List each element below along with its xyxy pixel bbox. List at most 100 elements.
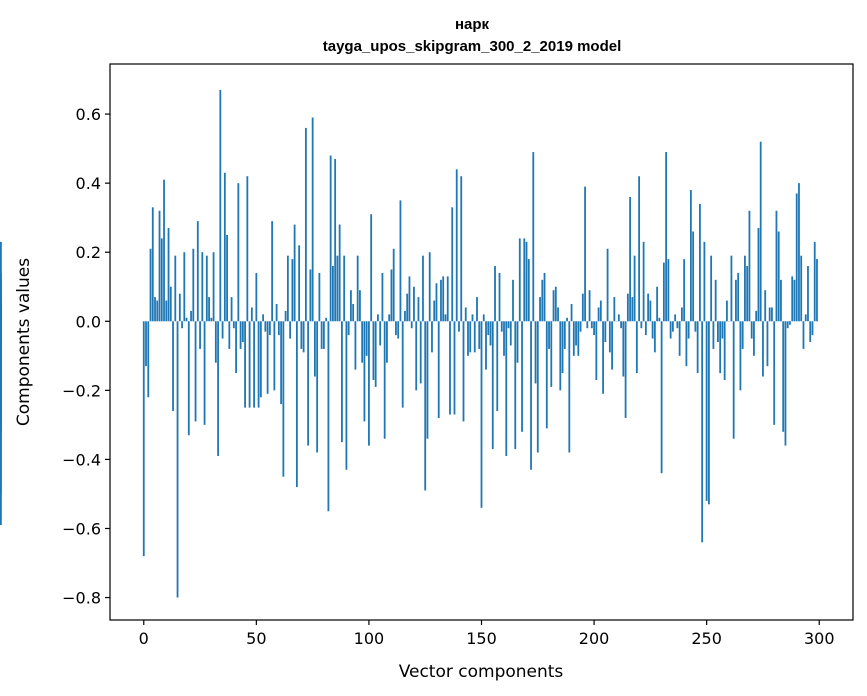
bar xyxy=(629,196,631,322)
bar xyxy=(327,321,330,512)
y-axis-label: Components values xyxy=(14,258,34,426)
bar xyxy=(692,231,695,322)
bar xyxy=(255,272,258,322)
bar xyxy=(426,321,429,439)
bar xyxy=(665,152,668,322)
bar xyxy=(322,321,325,349)
bar xyxy=(566,317,568,322)
bar xyxy=(730,255,733,322)
bar xyxy=(0,272,2,322)
bar xyxy=(757,228,760,322)
bar xyxy=(386,321,388,363)
bar xyxy=(352,304,355,322)
bar xyxy=(235,321,237,374)
x-axis-ticks: 0 50 100 150 200 250 300 xyxy=(139,620,835,648)
bar xyxy=(642,241,645,322)
bar xyxy=(368,321,370,446)
bar xyxy=(784,321,787,446)
bar xyxy=(509,321,512,346)
bar xyxy=(804,314,807,322)
bar xyxy=(431,321,433,353)
bar xyxy=(160,238,163,322)
bar xyxy=(478,321,481,349)
y-tick-label: −0.2 xyxy=(62,381,101,400)
bar xyxy=(194,321,197,422)
bar xyxy=(491,321,494,450)
bar xyxy=(795,193,798,322)
bar xyxy=(401,321,404,408)
bar xyxy=(737,272,740,322)
bar xyxy=(649,300,652,322)
bar xyxy=(399,200,402,322)
bar xyxy=(719,321,722,374)
bar xyxy=(705,321,708,501)
bar xyxy=(593,321,595,336)
y-tick-label: 0.4 xyxy=(76,174,101,193)
bar xyxy=(523,238,526,322)
bar xyxy=(514,321,517,450)
bar xyxy=(534,321,537,384)
bar xyxy=(185,317,188,322)
bar xyxy=(221,321,224,339)
bar xyxy=(320,321,323,349)
bar xyxy=(365,321,368,356)
bar xyxy=(313,321,316,377)
bar xyxy=(311,117,314,322)
bar xyxy=(771,307,773,322)
bar xyxy=(273,321,276,391)
bar xyxy=(561,321,564,374)
bar xyxy=(608,321,611,353)
bar xyxy=(347,321,350,336)
bar xyxy=(248,321,251,408)
bar xyxy=(813,241,816,322)
bar xyxy=(361,321,364,363)
bar xyxy=(554,286,557,322)
bar xyxy=(295,321,298,488)
bar xyxy=(363,321,366,422)
bar xyxy=(613,297,616,322)
bar xyxy=(422,255,424,322)
bar xyxy=(572,321,575,356)
bar xyxy=(521,321,523,432)
bar xyxy=(471,314,474,322)
bar xyxy=(604,321,607,342)
x-tick-label: 100 xyxy=(354,629,385,648)
bar xyxy=(753,321,755,356)
bar xyxy=(196,221,199,322)
bar xyxy=(714,279,717,322)
bar xyxy=(282,321,285,477)
bar xyxy=(543,272,546,322)
bar xyxy=(291,259,294,322)
y-tick-label: −0.8 xyxy=(62,589,101,608)
bar xyxy=(275,304,278,322)
bar xyxy=(316,321,319,453)
bar xyxy=(487,321,490,336)
bar xyxy=(167,228,170,322)
bar xyxy=(397,321,400,339)
bar xyxy=(192,248,195,322)
bar xyxy=(262,314,264,322)
bar xyxy=(244,321,246,408)
bar xyxy=(280,321,283,405)
bar xyxy=(532,152,535,322)
bar xyxy=(802,321,805,349)
bar xyxy=(230,297,233,322)
bar xyxy=(611,321,613,370)
bar xyxy=(744,255,746,322)
bar xyxy=(638,176,641,322)
bar xyxy=(768,307,771,322)
bar xyxy=(557,307,559,322)
bar xyxy=(370,214,373,322)
bar xyxy=(455,169,458,322)
x-tick-label: 0 xyxy=(139,629,149,648)
bar xyxy=(151,207,154,322)
bar xyxy=(527,259,530,322)
bar xyxy=(226,234,228,322)
bar xyxy=(329,155,332,322)
bar xyxy=(660,321,663,474)
bar xyxy=(579,321,582,332)
bar xyxy=(726,300,728,322)
bar xyxy=(309,269,312,322)
bar xyxy=(793,279,796,322)
bar xyxy=(786,321,789,329)
